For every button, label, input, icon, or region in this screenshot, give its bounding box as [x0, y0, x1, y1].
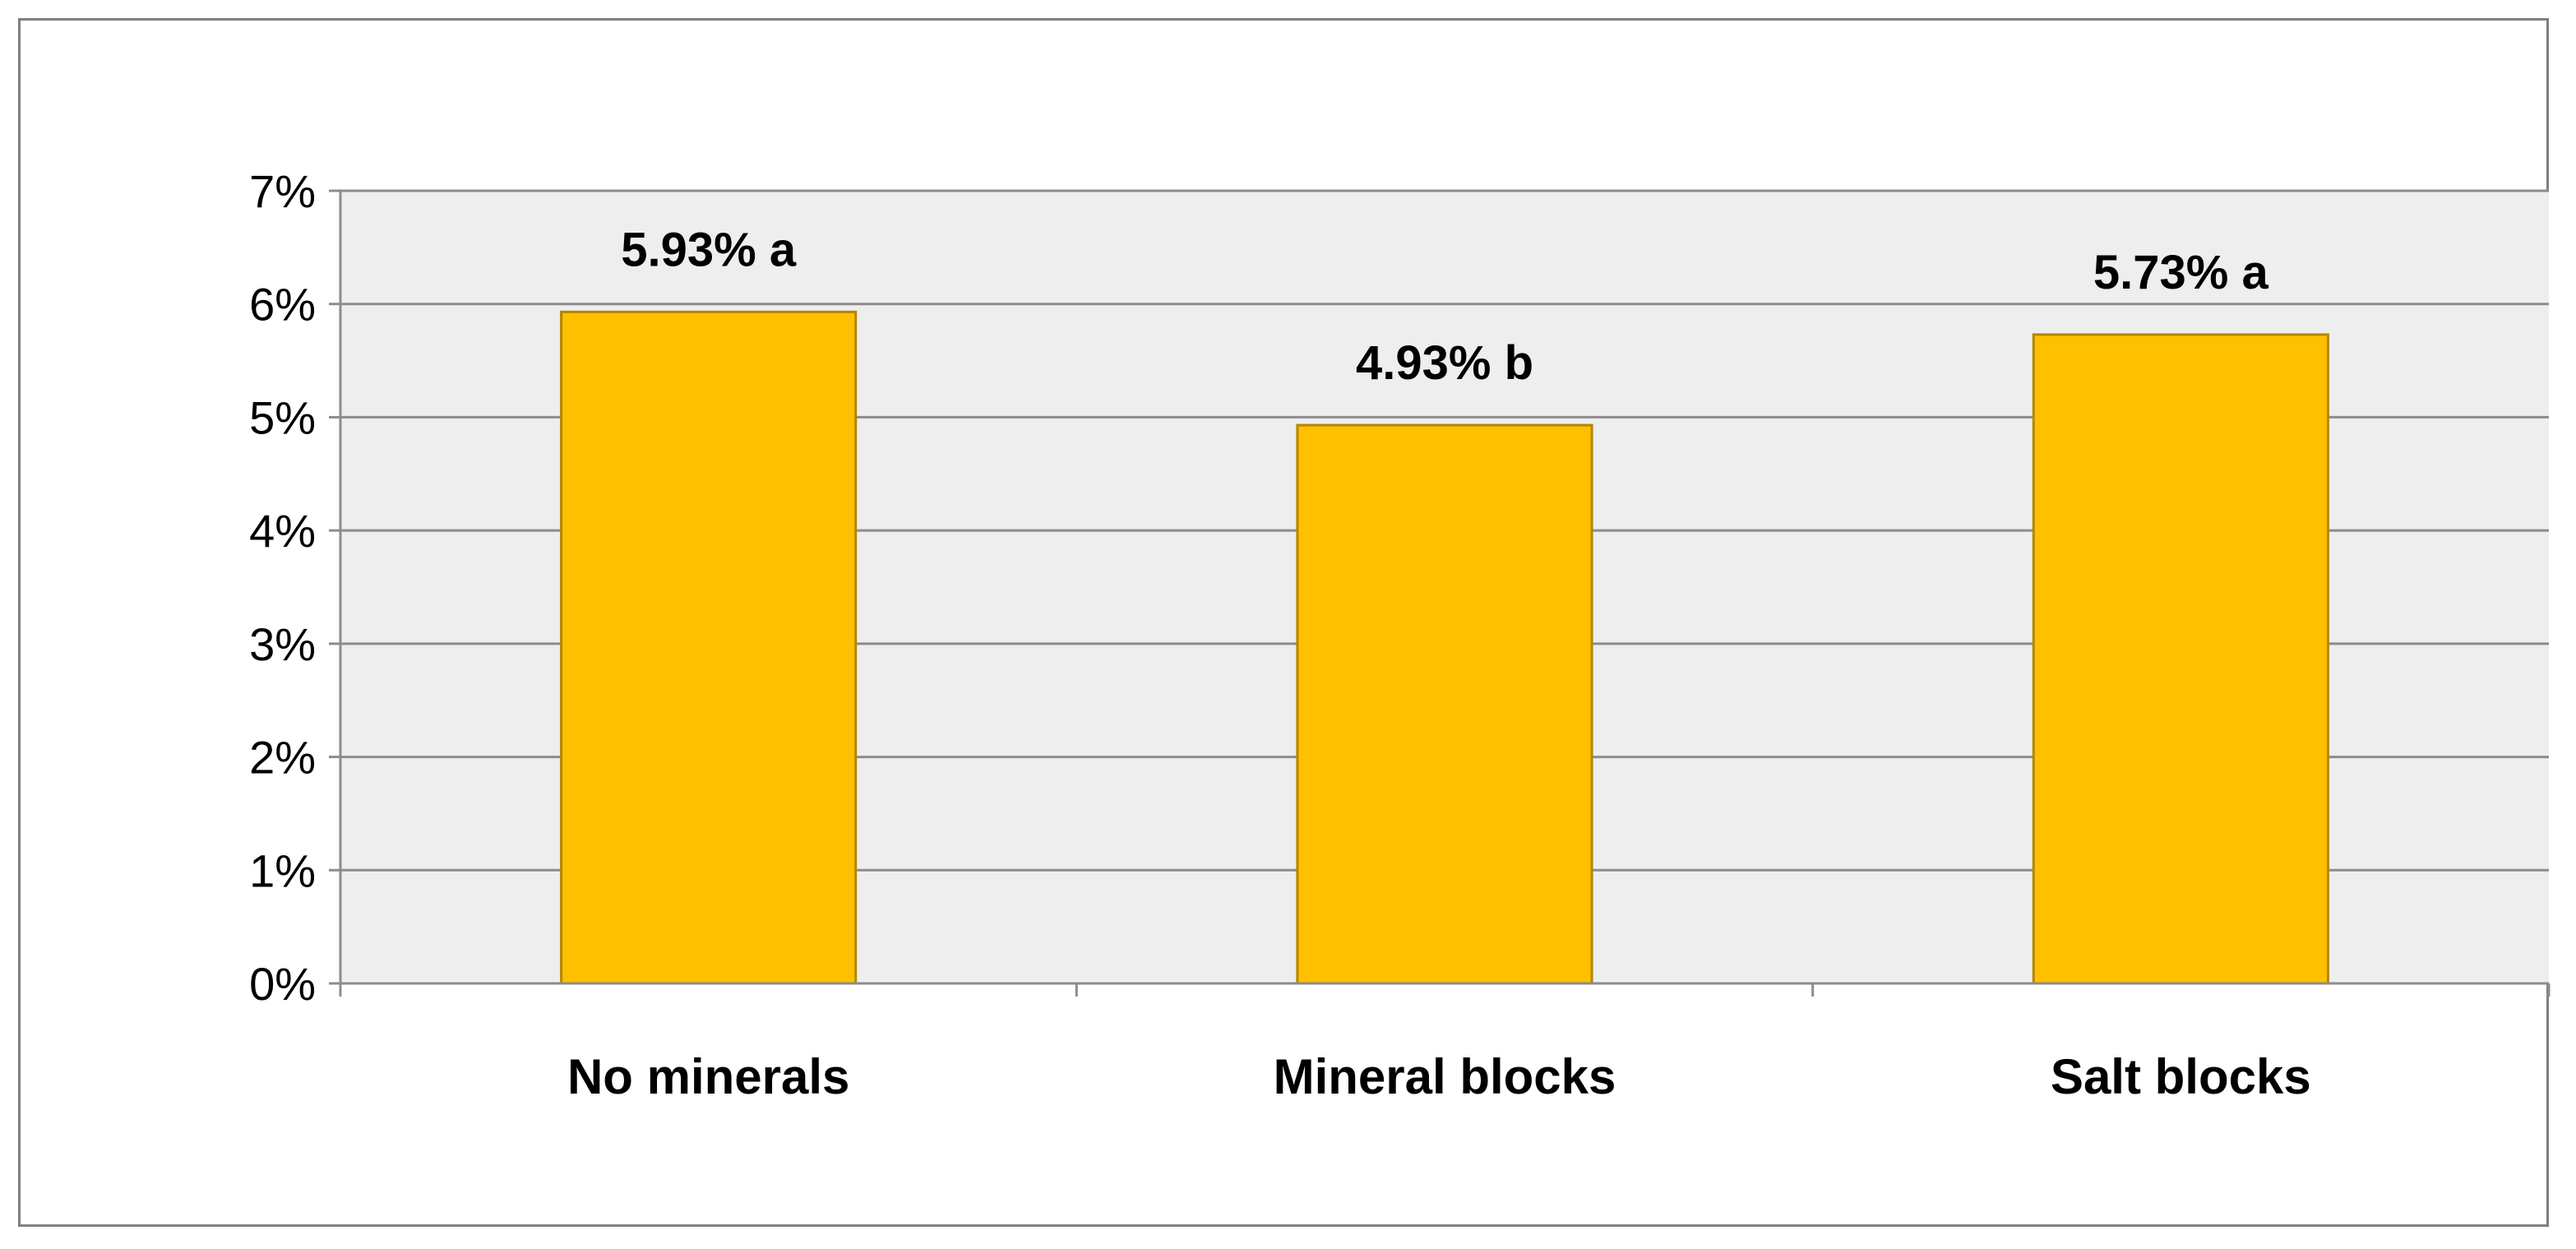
labels: 0% 1% 2% 3% 4% 5% 6% 7% 5.93% a No minerals 4.93% …: [249, 165, 2311, 1104]
data-label: 5.73% a: [2093, 246, 2269, 299]
bar: [1296, 423, 1593, 985]
bar: [2032, 333, 2329, 985]
y-tick-label: 5%: [249, 391, 316, 443]
x-category-label: Mineral blocks: [1274, 1049, 1616, 1104]
y-tick-label: 6%: [249, 279, 316, 331]
x-category-label: No minerals: [567, 1049, 849, 1104]
y-tick-label: 4%: [249, 505, 316, 557]
axes: [329, 189, 2551, 997]
y-tick-label: 7%: [249, 165, 316, 217]
y-tick-label: 2%: [249, 732, 316, 784]
y-tick-label: 1%: [249, 844, 316, 896]
y-tick-label: 3%: [249, 618, 316, 670]
data-label: 5.93% a: [621, 223, 797, 276]
y-tick-label: 0%: [249, 958, 316, 1010]
data-label: 4.93% b: [1356, 336, 1533, 390]
bar: [560, 310, 858, 985]
x-category-label: Salt blocks: [2051, 1049, 2311, 1104]
